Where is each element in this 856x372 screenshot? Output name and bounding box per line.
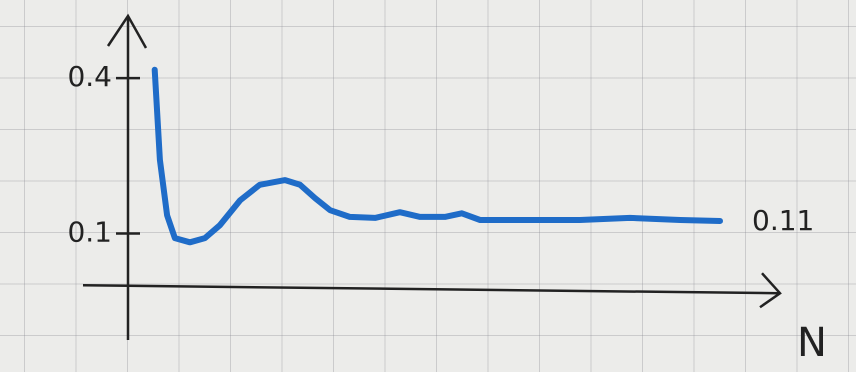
y-tick-label: 0.4 — [67, 60, 112, 93]
chart: N 0.11 0.4 0.1 — [0, 0, 856, 372]
x-axis-label: N — [797, 320, 827, 366]
x-axis-arrow — [760, 273, 780, 307]
x-axis — [83, 285, 780, 293]
data-line — [155, 70, 720, 243]
annotation: 0.11 — [752, 204, 814, 237]
y-tick-label: 0.1 — [67, 215, 112, 248]
